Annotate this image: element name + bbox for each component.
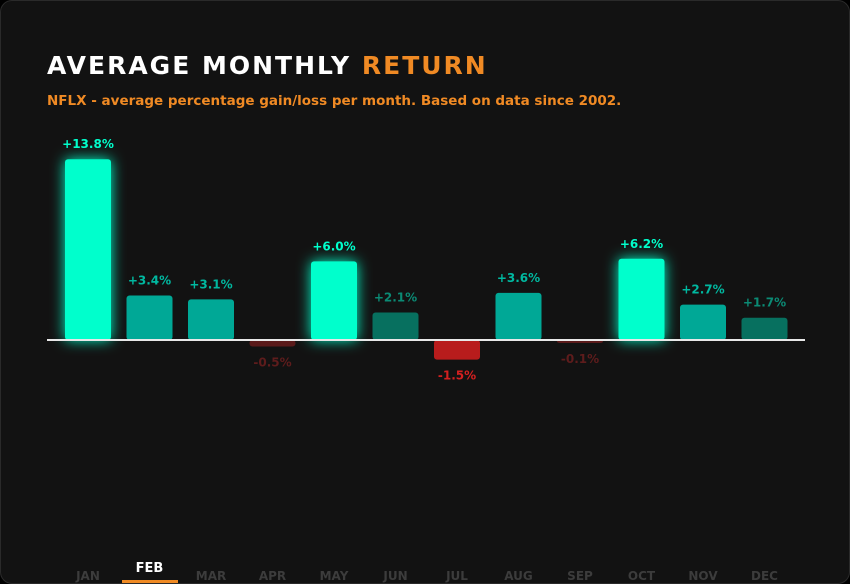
- bar-oct: [618, 258, 665, 340]
- data-label: -1.5%: [438, 369, 476, 383]
- bar-apr: [249, 340, 296, 347]
- bar-feb: [126, 295, 173, 340]
- month-tabs: JAN FEB MAR APR MAY JUN JUL AUG SEP OCT NOV DEC: [1, 557, 849, 583]
- bar-may: [311, 261, 357, 340]
- data-label: -0.5%: [253, 356, 291, 370]
- tab-apr[interactable]: APR: [258, 569, 287, 583]
- chart-subtitle: NFLX - average percentage gain/loss per …: [47, 93, 622, 109]
- tab-dec[interactable]: DEC: [751, 569, 778, 583]
- data-label: +6.2%: [620, 237, 663, 251]
- tab-may[interactable]: MAY: [319, 569, 349, 583]
- bar-jan: [65, 159, 111, 340]
- data-label: +3.1%: [189, 277, 232, 291]
- bar-jun: [372, 312, 419, 340]
- bar-nov: [680, 304, 726, 340]
- bar-mar: [188, 299, 234, 340]
- data-label: +1.7%: [743, 296, 786, 310]
- tab-jan[interactable]: JAN: [76, 569, 100, 583]
- data-label: +3.4%: [128, 273, 171, 287]
- tab-jun[interactable]: JUN: [383, 569, 408, 583]
- data-label: +13.8%: [62, 137, 114, 151]
- bar-aug: [495, 292, 542, 340]
- data-label: +2.1%: [374, 290, 417, 304]
- tab-aug[interactable]: AUG: [504, 569, 533, 583]
- bar-jul: [434, 340, 480, 360]
- tab-oct[interactable]: OCT: [627, 569, 656, 583]
- tab-sep[interactable]: SEP: [567, 569, 593, 583]
- data-label: +3.6%: [497, 271, 540, 285]
- title-main: AVERAGE MONTHLY: [47, 51, 352, 80]
- data-label: -0.1%: [561, 352, 599, 366]
- tab-jul[interactable]: JUL: [446, 569, 468, 583]
- tab-nov[interactable]: NOV: [688, 569, 718, 583]
- data-label: +6.0%: [312, 239, 355, 253]
- chart-title: AVERAGE MONTHLY RETURN: [47, 51, 488, 80]
- title-accent: RETURN: [361, 51, 488, 80]
- tab-mar[interactable]: MAR: [195, 569, 227, 583]
- data-label: +2.7%: [681, 283, 724, 297]
- tab-feb[interactable]: FEB: [120, 561, 180, 583]
- bar-dec: [741, 317, 788, 340]
